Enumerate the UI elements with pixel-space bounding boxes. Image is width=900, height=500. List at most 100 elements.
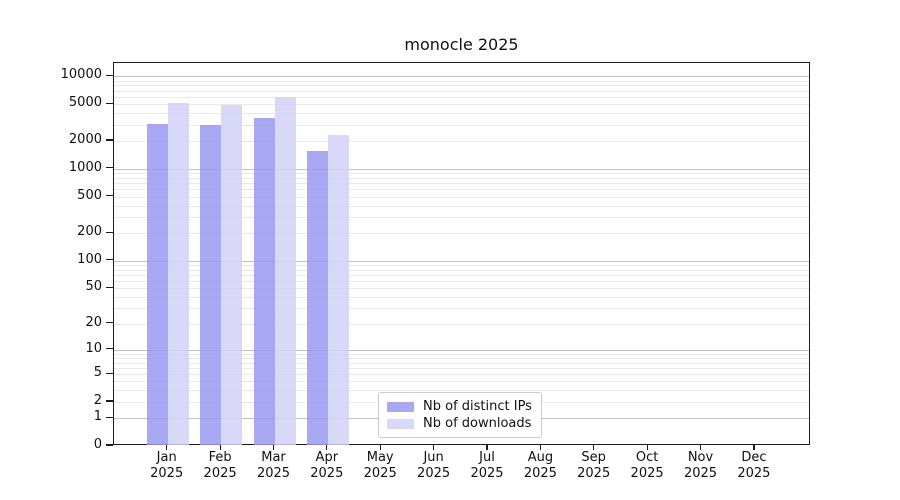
y-axis-tick bbox=[106, 259, 113, 261]
legend-label-distinct-ips: Nb of distinct IPs bbox=[423, 399, 532, 414]
bar-downloads bbox=[327, 134, 349, 445]
gridline-minor bbox=[114, 183, 809, 185]
x-axis-tick bbox=[486, 445, 488, 450]
gridline-major bbox=[114, 260, 809, 262]
x-tick-label: Dec 2025 bbox=[737, 450, 771, 481]
gridline-minor bbox=[114, 96, 809, 98]
x-axis-tick bbox=[539, 445, 542, 450]
gridline-minor bbox=[114, 80, 809, 82]
bar-downloads bbox=[167, 103, 189, 445]
y-tick-label: 5 bbox=[93, 365, 102, 381]
y-axis-tick bbox=[106, 322, 113, 324]
y-axis-tick bbox=[106, 348, 113, 350]
legend-swatch-downloads-icon bbox=[387, 418, 414, 429]
bar-downloads bbox=[221, 105, 243, 445]
gridline-minor bbox=[114, 374, 809, 376]
gridline-minor bbox=[114, 381, 809, 383]
gridline-minor bbox=[114, 124, 809, 126]
chart-title: monocle 2025 bbox=[404, 35, 519, 54]
plot-area bbox=[113, 62, 810, 445]
gridline-minor bbox=[114, 173, 809, 174]
x-axis-tick bbox=[646, 445, 648, 450]
gridline-minor bbox=[114, 353, 809, 355]
bar-downloads bbox=[274, 97, 296, 445]
x-tick-label: Apr 2025 bbox=[310, 450, 344, 481]
x-tick-label: Jul 2025 bbox=[470, 450, 504, 481]
x-axis-tick bbox=[433, 445, 435, 450]
gridline-minor bbox=[114, 217, 809, 218]
x-axis-tick bbox=[699, 445, 702, 450]
legend-label-downloads: Nb of downloads bbox=[423, 416, 532, 431]
gridline-minor bbox=[114, 297, 809, 298]
x-tick-label: Sep 2025 bbox=[577, 450, 611, 481]
bar-distinct-ips bbox=[146, 124, 168, 445]
gridline-minor bbox=[114, 269, 809, 271]
x-axis-tick bbox=[326, 445, 328, 450]
y-tick-label: 200 bbox=[77, 224, 102, 240]
gridline-minor bbox=[114, 288, 809, 290]
gridline-major bbox=[114, 76, 809, 78]
gridline-minor bbox=[114, 189, 809, 191]
legend-swatch-distinct-ips-icon bbox=[387, 401, 414, 412]
y-axis-tick bbox=[106, 74, 113, 77]
y-tick-label: 100 bbox=[77, 251, 102, 267]
gridline-minor bbox=[114, 90, 809, 92]
gridline-minor bbox=[114, 205, 809, 207]
bar-distinct-ips bbox=[200, 125, 222, 445]
x-tick-label: Oct 2025 bbox=[630, 450, 664, 481]
x-axis-tick bbox=[219, 445, 221, 450]
legend: Nb of distinct IPs Nb of downloads bbox=[378, 392, 542, 438]
gridline-major bbox=[114, 349, 809, 351]
y-axis-tick bbox=[106, 102, 113, 104]
y-tick-label: 10000 bbox=[60, 67, 102, 83]
y-axis-tick bbox=[106, 194, 113, 197]
gridline-minor bbox=[114, 390, 809, 392]
legend-entry-downloads: Nb of downloads bbox=[387, 415, 532, 432]
x-axis-tick bbox=[379, 445, 381, 450]
x-tick-label: Jun 2025 bbox=[417, 450, 451, 481]
y-axis-tick bbox=[106, 372, 113, 374]
x-tick-label: Mar 2025 bbox=[256, 450, 291, 481]
y-axis-tick bbox=[106, 167, 113, 169]
y-tick-label: 1000 bbox=[68, 159, 102, 175]
gridline-minor bbox=[114, 362, 809, 364]
bar-distinct-ips bbox=[253, 117, 275, 445]
x-axis-tick bbox=[166, 445, 168, 450]
gridline-minor bbox=[114, 196, 809, 198]
y-axis-tick bbox=[106, 400, 113, 402]
gridline-minor bbox=[114, 265, 809, 266]
legend-entry-distinct-ips: Nb of distinct IPs bbox=[387, 398, 532, 415]
x-tick-label: Nov 2025 bbox=[683, 450, 718, 481]
y-tick-label: 500 bbox=[77, 187, 102, 203]
y-tick-label: 50 bbox=[85, 279, 102, 295]
y-axis-tick bbox=[106, 444, 113, 446]
x-tick-label: Jan 2025 bbox=[150, 450, 184, 481]
x-axis-tick bbox=[593, 445, 595, 450]
y-tick-label: 1 bbox=[93, 409, 102, 425]
gridline-minor bbox=[114, 357, 809, 359]
gridline-minor bbox=[114, 308, 809, 310]
gridline-minor bbox=[114, 281, 809, 282]
x-tick-label: Aug 2025 bbox=[523, 450, 557, 481]
gridline-minor bbox=[114, 323, 809, 325]
gridline-minor bbox=[114, 141, 809, 142]
y-axis-tick bbox=[106, 231, 113, 233]
y-axis-tick bbox=[106, 139, 113, 141]
gridline-minor bbox=[114, 104, 809, 106]
bar-distinct-ips bbox=[306, 150, 328, 445]
y-tick-label: 5000 bbox=[68, 95, 102, 111]
gridline-minor bbox=[114, 367, 809, 369]
gridline-minor bbox=[114, 274, 809, 276]
x-tick-label: Feb 2025 bbox=[203, 450, 237, 481]
gridline-minor bbox=[114, 85, 809, 87]
y-tick-label: 0 bbox=[93, 437, 102, 452]
gridline-minor bbox=[114, 177, 809, 179]
x-axis-tick bbox=[272, 445, 275, 450]
y-tick-label: 10 bbox=[85, 340, 102, 356]
gridline-minor bbox=[114, 233, 809, 235]
y-axis-tick bbox=[106, 416, 113, 418]
x-axis-tick bbox=[753, 445, 755, 450]
y-tick-label: 2000 bbox=[68, 132, 102, 147]
gridline-minor bbox=[114, 113, 809, 115]
